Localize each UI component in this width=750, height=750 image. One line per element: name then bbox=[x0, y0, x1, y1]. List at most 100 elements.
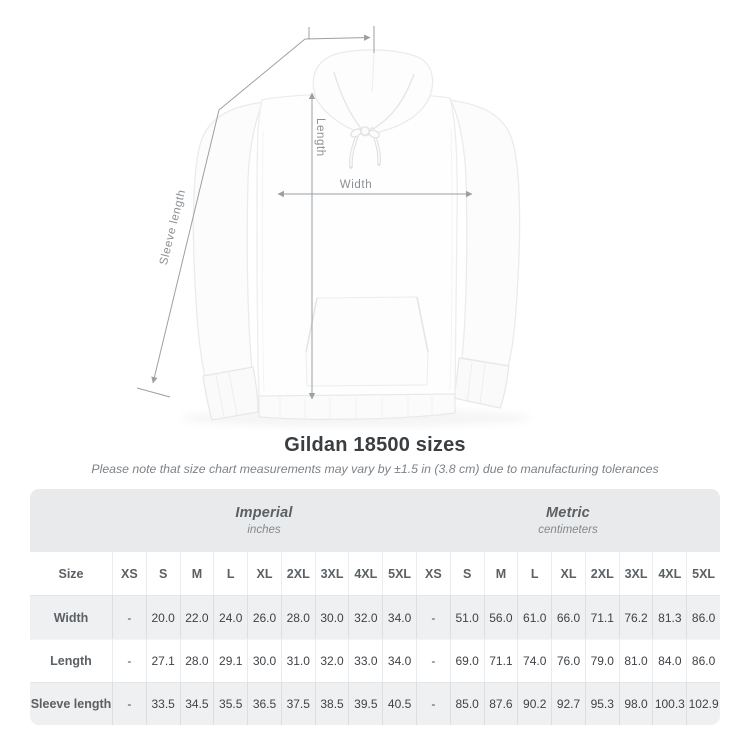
value-cell: - bbox=[112, 682, 146, 725]
size-header-cell: 4XL bbox=[348, 552, 382, 595]
size-header-cell: L bbox=[213, 552, 247, 595]
value-cell: 76.2 bbox=[618, 595, 653, 639]
value-cell: 34.0 bbox=[382, 639, 416, 682]
size-header-cell: 3XL bbox=[618, 552, 653, 595]
value-cell: 32.0 bbox=[348, 595, 383, 639]
value-cell: 95.3 bbox=[584, 682, 619, 725]
size-header-cell: 4XL bbox=[652, 552, 686, 595]
row-label: Width bbox=[30, 595, 112, 639]
value-cell: - bbox=[416, 639, 450, 682]
value-cell: 51.0 bbox=[449, 595, 484, 639]
size-header-cell: XL bbox=[551, 552, 585, 595]
value-cell: 34.5 bbox=[179, 682, 214, 725]
hood-opening-lines bbox=[333, 71, 415, 133]
value-cell: 98.0 bbox=[618, 682, 653, 725]
kangaroo-pocket bbox=[305, 296, 429, 387]
size-header-cell: S bbox=[145, 552, 180, 595]
value-cell: - bbox=[416, 595, 450, 639]
metric-label: Metric bbox=[546, 505, 590, 521]
value-cell: 26.0 bbox=[247, 595, 281, 639]
sleeve-arm-line bbox=[151, 109, 220, 384]
value-cell: 32.0 bbox=[314, 639, 349, 682]
value-cell: 28.0 bbox=[280, 595, 315, 639]
right-cuff-ribbing bbox=[466, 361, 486, 406]
value-cell: 79.0 bbox=[584, 639, 619, 682]
value-cell: 71.1 bbox=[483, 639, 518, 682]
value-cell: 36.5 bbox=[247, 682, 281, 725]
left-cuff-ribbing bbox=[215, 371, 238, 418]
value-cell: 34.0 bbox=[382, 595, 416, 639]
hoodie-illustration: Width Length Sleeve length bbox=[136, 26, 531, 427]
size-header-cell: XS bbox=[112, 552, 146, 595]
value-cell: - bbox=[416, 682, 450, 725]
value-cell: - bbox=[112, 639, 146, 682]
value-cell: 86.0 bbox=[686, 639, 720, 682]
imperial-group-header: Imperial inches bbox=[112, 489, 416, 552]
size-header-cell: XS bbox=[416, 552, 450, 595]
length-label: Length bbox=[314, 118, 326, 157]
size-header-cell: M bbox=[179, 552, 214, 595]
value-cell: 39.5 bbox=[348, 682, 383, 725]
size-header-cell: 2XL bbox=[280, 552, 315, 595]
measurement-lines bbox=[136, 26, 473, 400]
value-cell: 30.0 bbox=[314, 595, 349, 639]
page-title: Gildan 18500 sizes bbox=[284, 434, 466, 456]
size-header-cell: 5XL bbox=[686, 552, 720, 595]
size-header-cell: 2XL bbox=[584, 552, 619, 595]
hem-band bbox=[258, 393, 456, 420]
sleeve-end-tick bbox=[136, 387, 171, 398]
value-cell: 24.0 bbox=[213, 595, 248, 639]
value-cell: 61.0 bbox=[517, 595, 552, 639]
value-cell: - bbox=[112, 595, 146, 639]
value-cell: 33.0 bbox=[348, 639, 383, 682]
value-cell: 37.5 bbox=[280, 682, 315, 725]
hoodie-measurement-diagram: Width Length Sleeve length bbox=[136, 26, 531, 427]
value-cell: 100.3 bbox=[652, 682, 687, 725]
size-table: Imperial inches Metric centimeters Size … bbox=[30, 489, 720, 725]
value-cell: 76.0 bbox=[551, 639, 585, 682]
hoodie-right-sleeve bbox=[445, 99, 521, 367]
width-label: Width bbox=[340, 179, 372, 191]
value-cell: 90.2 bbox=[517, 682, 552, 725]
value-cell: 71.1 bbox=[584, 595, 619, 639]
size-header-cell: 5XL bbox=[382, 552, 416, 595]
imperial-label: Imperial bbox=[235, 505, 293, 521]
size-header-cell: L bbox=[517, 552, 551, 595]
size-header-cell: S bbox=[449, 552, 484, 595]
hem-ribbing bbox=[279, 396, 433, 419]
value-cell: 56.0 bbox=[483, 595, 518, 639]
sleeve-shoulder-line bbox=[218, 38, 306, 111]
value-cell: 86.0 bbox=[686, 595, 720, 639]
drawstrings bbox=[349, 126, 381, 169]
value-cell: 20.0 bbox=[145, 595, 180, 639]
value-cell: 69.0 bbox=[449, 639, 484, 682]
value-cell: 85.0 bbox=[449, 682, 484, 725]
value-cell: 87.6 bbox=[483, 682, 518, 725]
hoodie-right-cuff bbox=[453, 357, 510, 409]
value-cell: 81.0 bbox=[618, 639, 653, 682]
value-cell: 31.0 bbox=[280, 639, 315, 682]
value-cell: 28.0 bbox=[179, 639, 214, 682]
value-cell: 33.5 bbox=[145, 682, 180, 725]
unit-header-spacer bbox=[30, 489, 112, 552]
value-cell: 92.7 bbox=[551, 682, 585, 725]
size-column-title: Size bbox=[58, 566, 84, 581]
size-header-cell: XL bbox=[247, 552, 281, 595]
metric-group-header: Metric centimeters bbox=[416, 489, 720, 552]
tolerance-note: Please note that size chart measurements… bbox=[91, 462, 659, 476]
value-cell: 74.0 bbox=[517, 639, 552, 682]
value-cell: 29.1 bbox=[213, 639, 248, 682]
value-cell: 27.1 bbox=[145, 639, 180, 682]
imperial-unit-label: inches bbox=[247, 524, 281, 536]
size-header-cell: 3XL bbox=[314, 552, 349, 595]
hood bbox=[312, 49, 434, 137]
value-cell: 102.9 bbox=[686, 682, 720, 725]
value-cell: 35.5 bbox=[213, 682, 248, 725]
metric-unit-label: centimeters bbox=[538, 524, 598, 536]
row-label: Sleeve length bbox=[30, 682, 112, 725]
row-label: Length bbox=[30, 639, 112, 682]
value-cell: 38.5 bbox=[314, 682, 349, 725]
size-header-cell: M bbox=[483, 552, 518, 595]
value-cell: 84.0 bbox=[652, 639, 687, 682]
